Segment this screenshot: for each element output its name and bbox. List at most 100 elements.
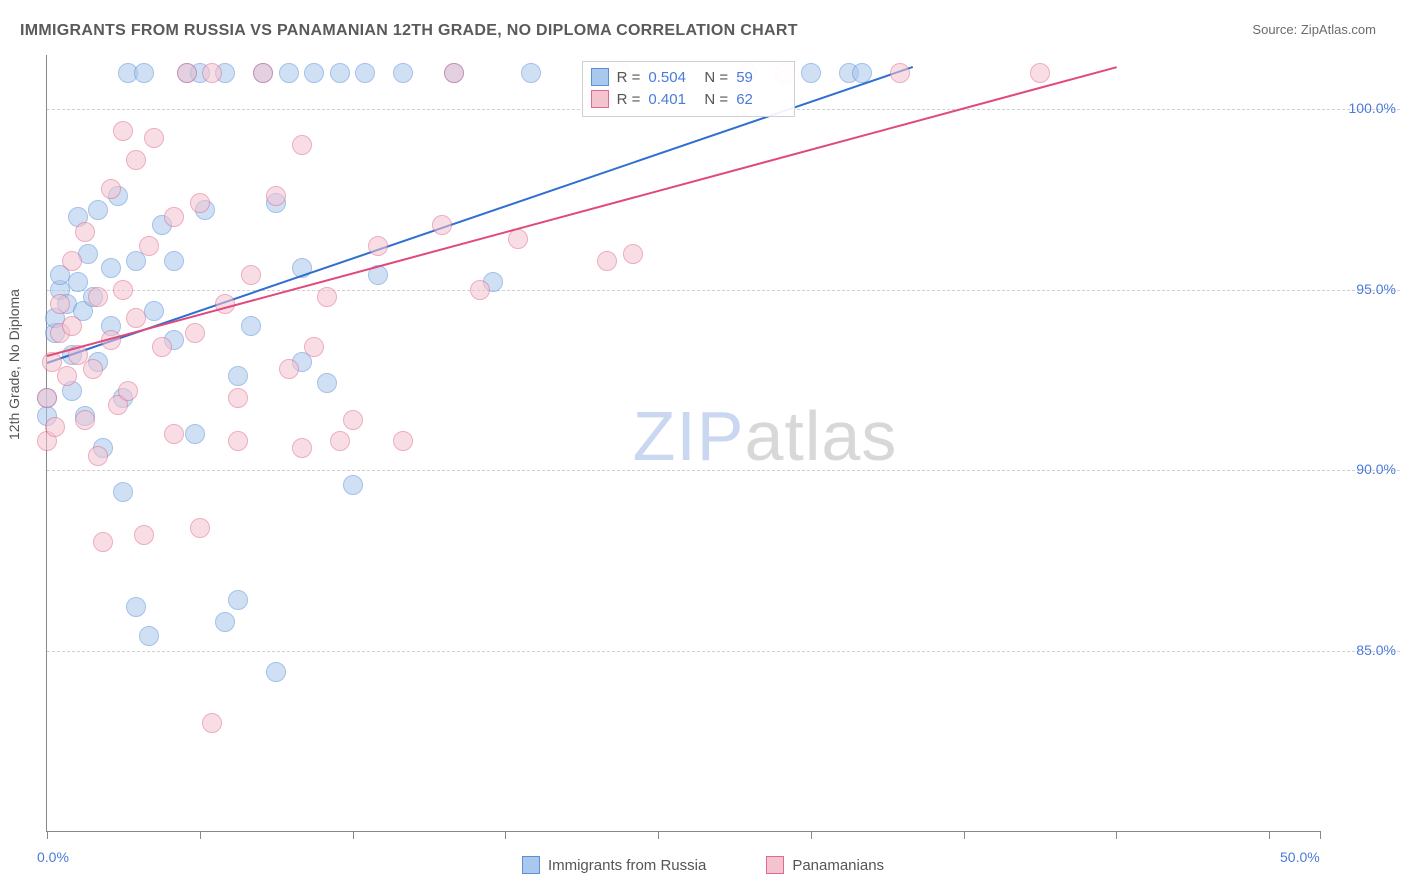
legend: Immigrants from Russia Panamanians bbox=[0, 856, 1406, 874]
scatter-point bbox=[185, 424, 205, 444]
scatter-point bbox=[597, 251, 617, 271]
scatter-point bbox=[57, 366, 77, 386]
scatter-point bbox=[113, 482, 133, 502]
r-value: 0.504 bbox=[648, 69, 696, 86]
scatter-point bbox=[521, 63, 541, 83]
scatter-point bbox=[88, 200, 108, 220]
legend-label: Panamanians bbox=[792, 857, 884, 874]
scatter-point bbox=[1030, 63, 1050, 83]
scatter-point bbox=[355, 63, 375, 83]
source-attribution: Source: ZipAtlas.com bbox=[1252, 22, 1376, 37]
scatter-point bbox=[304, 63, 324, 83]
y-tick-label: 85.0% bbox=[1356, 642, 1396, 658]
x-tick bbox=[200, 831, 201, 839]
scatter-point bbox=[343, 410, 363, 430]
scatter-point bbox=[75, 222, 95, 242]
scatter-point bbox=[623, 244, 643, 264]
watermark: ZIPatlas bbox=[633, 396, 898, 476]
legend-item: Panamanians bbox=[766, 856, 884, 874]
n-label: N = bbox=[704, 69, 728, 86]
scatter-point bbox=[508, 229, 528, 249]
y-tick-label: 95.0% bbox=[1356, 281, 1396, 297]
r-label: R = bbox=[617, 69, 641, 86]
scatter-point bbox=[317, 373, 337, 393]
scatter-point bbox=[164, 251, 184, 271]
scatter-point bbox=[470, 280, 490, 300]
scatter-point bbox=[88, 287, 108, 307]
scatter-point bbox=[62, 316, 82, 336]
scatter-point bbox=[279, 359, 299, 379]
scatter-point bbox=[164, 424, 184, 444]
scatter-point bbox=[279, 63, 299, 83]
legend-swatch bbox=[522, 856, 540, 874]
legend-item: Immigrants from Russia bbox=[522, 856, 706, 874]
scatter-point bbox=[101, 179, 121, 199]
legend-swatch bbox=[766, 856, 784, 874]
scatter-point bbox=[330, 63, 350, 83]
x-tick bbox=[47, 831, 48, 839]
x-tick bbox=[811, 831, 812, 839]
scatter-point bbox=[113, 121, 133, 141]
scatter-point bbox=[432, 215, 452, 235]
source-name: ZipAtlas.com bbox=[1301, 22, 1376, 37]
source-label: Source: bbox=[1252, 22, 1297, 37]
scatter-point bbox=[215, 612, 235, 632]
scatter-point bbox=[202, 713, 222, 733]
y-tick-label: 100.0% bbox=[1349, 100, 1396, 116]
scatter-point bbox=[134, 525, 154, 545]
n-label: N = bbox=[704, 91, 728, 108]
scatter-point bbox=[177, 63, 197, 83]
scatter-point bbox=[45, 417, 65, 437]
stats-row: R =0.504N =59 bbox=[591, 66, 785, 88]
scatter-point bbox=[134, 63, 154, 83]
scatter-point bbox=[266, 186, 286, 206]
scatter-point bbox=[317, 287, 337, 307]
scatter-point bbox=[152, 337, 172, 357]
scatter-point bbox=[185, 323, 205, 343]
scatter-point bbox=[139, 236, 159, 256]
scatter-point bbox=[126, 150, 146, 170]
y-axis-label: 12th Grade, No Diploma bbox=[6, 289, 22, 440]
x-tick bbox=[964, 831, 965, 839]
scatter-point bbox=[292, 135, 312, 155]
scatter-point bbox=[62, 251, 82, 271]
scatter-point bbox=[266, 662, 286, 682]
gridline bbox=[47, 651, 1400, 652]
scatter-point bbox=[444, 63, 464, 83]
scatter-point bbox=[253, 63, 273, 83]
chart-title: IMMIGRANTS FROM RUSSIA VS PANAMANIAN 12T… bbox=[20, 22, 798, 40]
y-tick-label: 90.0% bbox=[1356, 461, 1396, 477]
legend-label: Immigrants from Russia bbox=[548, 857, 706, 874]
n-value: 62 bbox=[736, 91, 784, 108]
watermark-atlas: atlas bbox=[744, 397, 897, 475]
x-tick bbox=[658, 831, 659, 839]
scatter-point bbox=[50, 294, 70, 314]
scatter-point bbox=[228, 366, 248, 386]
scatter-point bbox=[113, 280, 133, 300]
x-tick bbox=[505, 831, 506, 839]
x-tick bbox=[1320, 831, 1321, 839]
scatter-point bbox=[144, 301, 164, 321]
scatter-point bbox=[228, 431, 248, 451]
scatter-point bbox=[890, 63, 910, 83]
stats-row: R =0.401N =62 bbox=[591, 88, 785, 110]
scatter-point bbox=[202, 63, 222, 83]
scatter-point bbox=[343, 475, 363, 495]
scatter-point bbox=[126, 308, 146, 328]
scatter-point bbox=[118, 381, 138, 401]
scatter-point bbox=[83, 359, 103, 379]
scatter-point bbox=[241, 265, 261, 285]
series-swatch bbox=[591, 90, 609, 108]
scatter-point bbox=[228, 388, 248, 408]
scatter-point bbox=[190, 193, 210, 213]
scatter-point bbox=[190, 518, 210, 538]
scatter-point bbox=[37, 388, 57, 408]
scatter-point bbox=[393, 63, 413, 83]
scatter-point bbox=[101, 258, 121, 278]
x-tick bbox=[353, 831, 354, 839]
scatter-point bbox=[75, 410, 95, 430]
scatter-point bbox=[228, 590, 248, 610]
scatter-point bbox=[126, 597, 146, 617]
scatter-point bbox=[139, 626, 159, 646]
scatter-point bbox=[292, 438, 312, 458]
